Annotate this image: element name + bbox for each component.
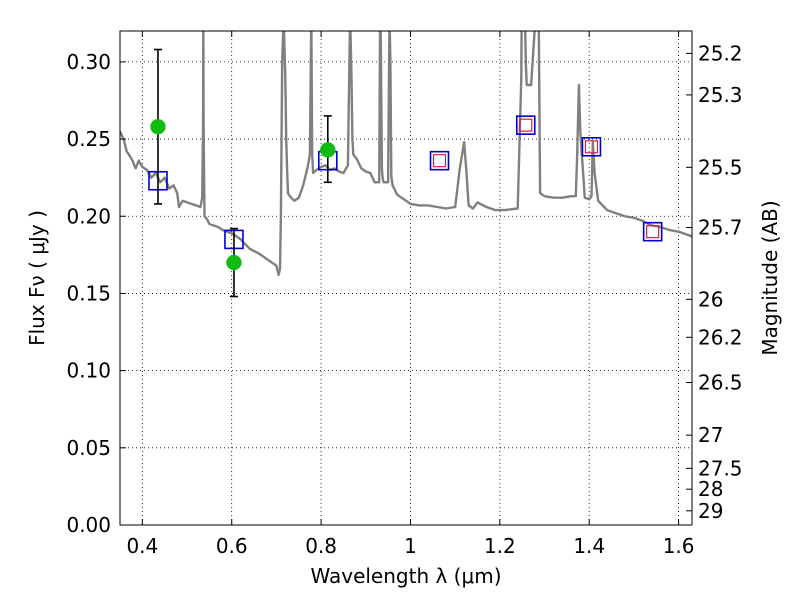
synthetic-photometry-marker (642, 221, 663, 242)
synthetic-photometry-marker (515, 115, 536, 135)
x-tick-label: 0.4 (126, 534, 158, 558)
right-tick-label: 25.2 (698, 41, 743, 65)
right-tick-label: 26.2 (698, 325, 743, 349)
observed-flux-point (226, 254, 242, 271)
y-tick-label: 0.15 (66, 281, 111, 305)
right-tick-label: 25.5 (698, 155, 743, 179)
model-photometry-marker (646, 225, 660, 239)
x-tick-label: 1.6 (663, 534, 695, 558)
x-tick-label: 1.4 (573, 534, 605, 558)
right-tick-label: 26.5 (698, 371, 743, 395)
right-tick-label: 27 (698, 423, 723, 447)
synthetic-photometry-marker (581, 136, 602, 157)
markers (148, 48, 663, 298)
observed-flux-point (320, 142, 336, 158)
synthetic-photometry-marker (429, 150, 450, 171)
x-tick-label: 0.6 (216, 534, 248, 558)
plot-frame (119, 30, 693, 526)
right-tick-label: 27.5 (698, 456, 743, 480)
right-tick-label: 25.3 (698, 83, 743, 107)
observed-flux-point (150, 118, 166, 135)
x-tick-label: 1 (404, 534, 417, 558)
x-tick-label: 1.2 (484, 534, 516, 558)
model-photometry-marker (519, 118, 533, 132)
y-tick-label: 0.00 (66, 513, 111, 537)
right-tick-label: 29 (698, 499, 723, 523)
y-tick-label: 0.05 (66, 436, 111, 460)
model-spectrum-line (120, 31, 692, 277)
y-tick-label: 0.20 (66, 204, 111, 228)
model-photometry-marker (584, 140, 599, 154)
x-tick-label: 0.8 (305, 534, 337, 558)
x-axis-title: Wavelength λ (μm) (310, 564, 501, 588)
right-tick-label: 28 (698, 477, 723, 501)
y-tick-label: 0.30 (66, 50, 111, 74)
right-tick-label: 26 (698, 287, 723, 311)
plot-area (120, 31, 692, 277)
y-axis-title: Flux Fν ( μJy ) (25, 210, 49, 346)
y-tick-label: 0.25 (66, 127, 111, 151)
right-tick-label: 25.7 (698, 216, 743, 240)
right-axis-title: Magnitude (AB) (758, 200, 782, 355)
model-photometry-marker (432, 154, 447, 168)
y-tick-label: 0.10 (66, 359, 111, 383)
axis-ticks: 0.4 0.6 0.8 1 1.2 1.4 1.6 0.00 0.05 0.10 0.15 0.20 0… (66, 31, 743, 558)
